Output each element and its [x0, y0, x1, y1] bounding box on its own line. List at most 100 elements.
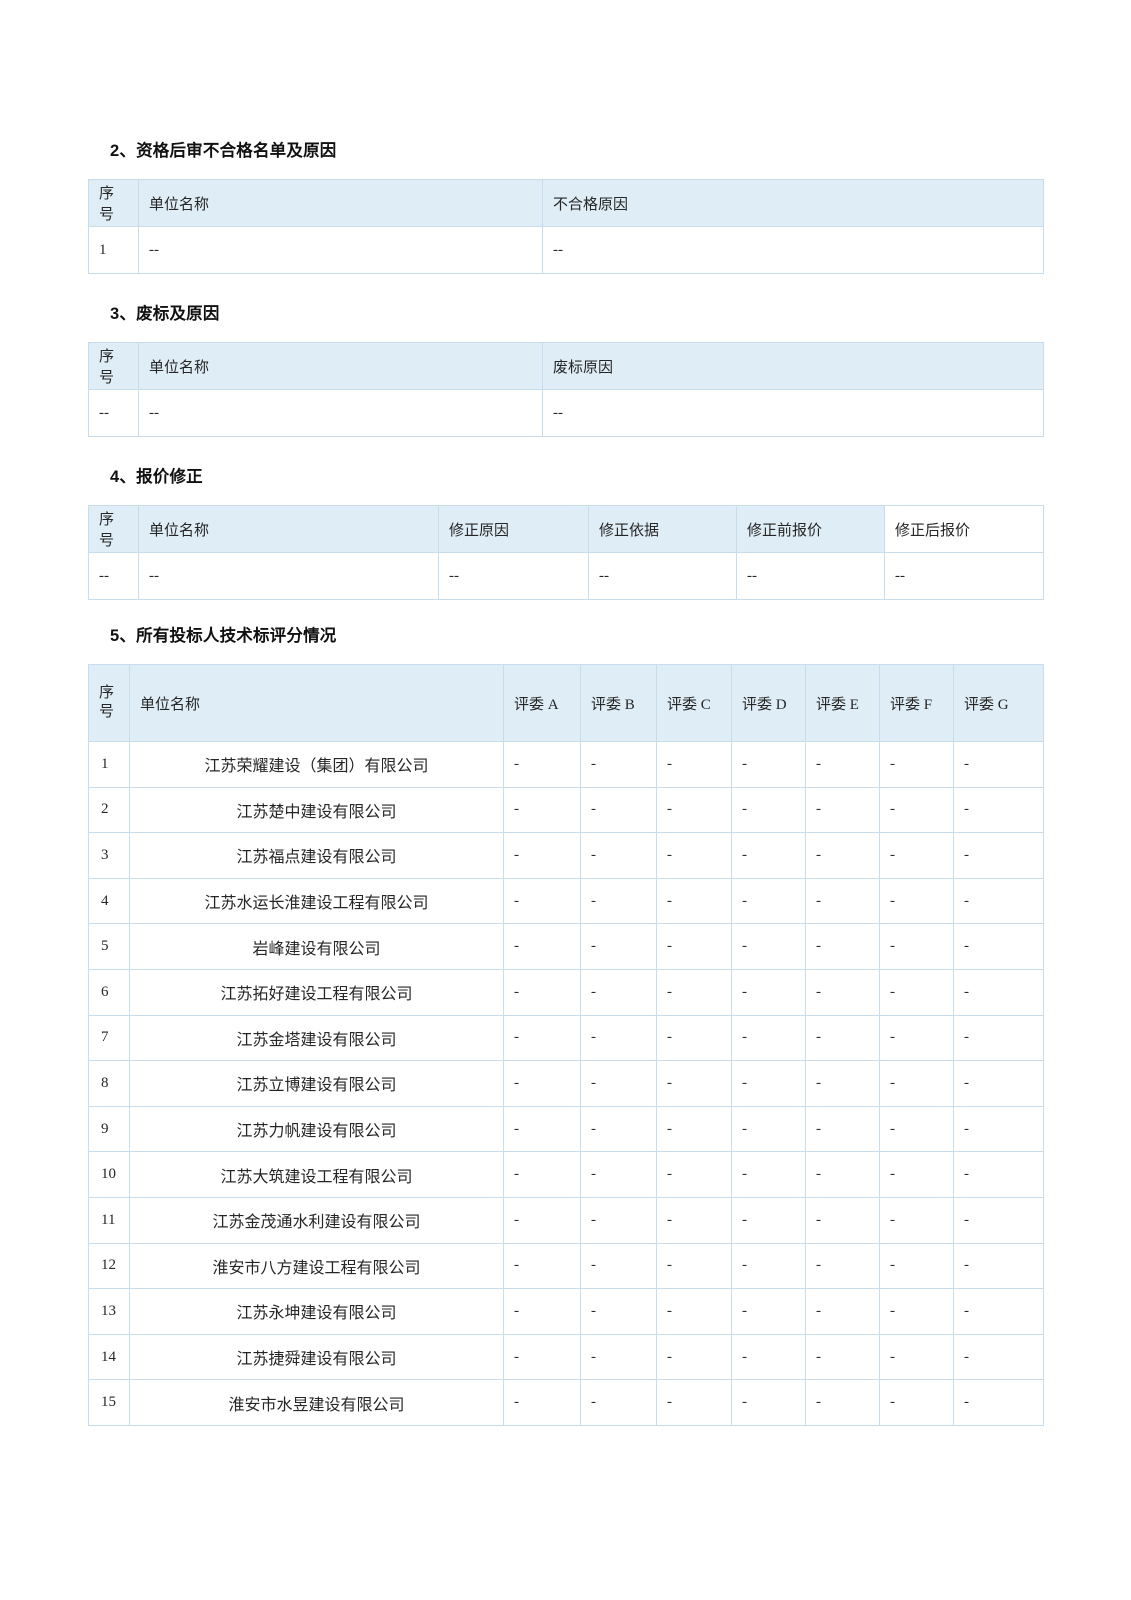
- cell-score-judge-b: -: [580, 741, 657, 788]
- cell-score-judge-e: -: [805, 1288, 880, 1335]
- spacer: [88, 161, 1043, 179]
- cell-score-judge-d: -: [731, 1196, 806, 1244]
- cell-score-judge-a: -: [503, 832, 581, 879]
- cell-score-judge-b: -: [580, 1105, 657, 1153]
- cell-company-name: 江苏金茂通水利建设有限公司: [129, 1196, 504, 1244]
- cell-score-judge-g: -: [953, 1060, 1044, 1107]
- column-header-price-after: 修正后报价: [884, 505, 1044, 553]
- table-row: 13 江苏永坤建设有限公司 - - - - - - -: [88, 1288, 1044, 1335]
- table-technical-scores: 序 号 单位名称 评委 A 评委 B 评委 C 评委 D 评委 E 评委 F 评…: [88, 664, 1044, 1426]
- table-row: 7 江苏金塔建设有限公司 - - - - - - -: [88, 1014, 1044, 1062]
- cell-score-judge-b: -: [580, 1288, 657, 1335]
- cell-score-judge-c: -: [656, 923, 732, 970]
- cell-company-name: 江苏福点建设有限公司: [129, 832, 504, 879]
- cell-score-judge-e: -: [805, 1196, 880, 1244]
- cell-score-judge-b: -: [580, 1151, 657, 1198]
- column-header-index: 序号: [88, 179, 139, 227]
- cell-score-judge-a: -: [503, 1105, 581, 1153]
- spacer: [88, 324, 1043, 342]
- cell-score-judge-d: -: [731, 1060, 806, 1107]
- cell-score-judge-e: -: [805, 1333, 880, 1381]
- column-header-index: 序号: [88, 505, 139, 553]
- cell-score-judge-f: -: [879, 832, 954, 879]
- cell-score-judge-d: -: [731, 923, 806, 970]
- table-row: 6 江苏拓好建设工程有限公司 - - - - - - -: [88, 968, 1044, 1016]
- cell-score-judge-e: -: [805, 1014, 880, 1062]
- cell-score-judge-g: -: [953, 741, 1044, 788]
- column-header-name: 单位名称: [129, 664, 504, 742]
- column-header-reason: 不合格原因: [542, 179, 1044, 227]
- spacer: [88, 600, 1043, 622]
- cell-score-judge-b: -: [580, 923, 657, 970]
- section-heading-4: 4、报价修正: [110, 468, 203, 486]
- cell-score-judge-a: -: [503, 968, 581, 1016]
- cell-score-judge-a: -: [503, 1242, 581, 1290]
- cell-price-after: --: [884, 552, 1044, 600]
- cell-company-name: 江苏捷舜建设有限公司: [129, 1333, 504, 1381]
- cell-score-judge-f: -: [879, 1379, 954, 1426]
- cell-index: 5: [88, 923, 130, 970]
- table-row: 3 江苏福点建设有限公司 - - - - - - -: [88, 832, 1044, 879]
- cell-company-name: 江苏大筑建设工程有限公司: [129, 1151, 504, 1198]
- cell-index: 9: [88, 1105, 130, 1153]
- table-header-row: 序号 单位名称 废标原因: [88, 342, 1044, 390]
- cell-score-judge-f: -: [879, 1060, 954, 1107]
- column-header-index: 序 号: [88, 664, 130, 742]
- cell-score-judge-f: -: [879, 1196, 954, 1244]
- cell-score-judge-c: -: [656, 877, 732, 925]
- table-row: 4 江苏水运长淮建设工程有限公司 - - - - - - -: [88, 877, 1044, 925]
- index-header-line-2: 号: [99, 704, 115, 720]
- cell-score-judge-c: -: [656, 1288, 732, 1335]
- cell-score-judge-g: -: [953, 1288, 1044, 1335]
- cell-score-judge-b: -: [580, 1014, 657, 1062]
- spacer: [88, 487, 1043, 505]
- table-row: 9 江苏力帆建设有限公司 - - - - - - -: [88, 1105, 1044, 1153]
- cell-score-judge-a: -: [503, 1196, 581, 1244]
- cell-score-judge-g: -: [953, 1379, 1044, 1426]
- column-header-basis: 修正依据: [588, 505, 737, 553]
- table-row: 1 -- --: [88, 226, 1044, 274]
- cell-score-judge-e: -: [805, 877, 880, 925]
- cell-score-judge-d: -: [731, 1151, 806, 1198]
- cell-index: 2: [88, 786, 130, 834]
- cell-score-judge-d: -: [731, 832, 806, 879]
- cell-score-judge-d: -: [731, 1014, 806, 1062]
- cell-index: 3: [88, 832, 130, 879]
- cell-score-judge-a: -: [503, 1151, 581, 1198]
- spacer: [88, 646, 1043, 664]
- cell-score-judge-d: -: [731, 877, 806, 925]
- cell-index: 7: [88, 1014, 130, 1062]
- cell-score-judge-e: -: [805, 1060, 880, 1107]
- cell-index: 1: [88, 741, 130, 788]
- cell-score-judge-f: -: [879, 1105, 954, 1153]
- cell-score-judge-a: -: [503, 1060, 581, 1107]
- cell-company-name: 江苏立博建设有限公司: [129, 1060, 504, 1107]
- cell-score-judge-b: -: [580, 1060, 657, 1107]
- column-header-judge-e: 评委 E: [805, 664, 880, 742]
- top-margin: [88, 0, 1043, 137]
- cell-score-judge-g: -: [953, 1014, 1044, 1062]
- cell-basis: --: [588, 552, 737, 600]
- table-row: 8 江苏立博建设有限公司 - - - - - - -: [88, 1060, 1044, 1107]
- cell-score-judge-e: -: [805, 1105, 880, 1153]
- cell-score-judge-e: -: [805, 1151, 880, 1198]
- cell-score-judge-f: -: [879, 968, 954, 1016]
- cell-score-judge-g: -: [953, 877, 1044, 925]
- table-row: 12 淮安市八方建设工程有限公司 - - - - - - -: [88, 1242, 1044, 1290]
- cell-score-judge-g: -: [953, 1242, 1044, 1290]
- cell-score-judge-b: -: [580, 1242, 657, 1290]
- cell-score-judge-f: -: [879, 1333, 954, 1381]
- table-row: 15 淮安市水昱建设有限公司 - - - - - - -: [88, 1379, 1044, 1426]
- cell-score-judge-d: -: [731, 1288, 806, 1335]
- column-header-judge-c: 评委 C: [656, 664, 732, 742]
- cell-score-judge-g: -: [953, 923, 1044, 970]
- cell-index: --: [88, 552, 139, 600]
- column-header-judge-a: 评委 A: [503, 664, 581, 742]
- table-header-row: 序号 单位名称 修正原因 修正依据 修正前报价 修正后报价: [88, 505, 1044, 553]
- cell-score-judge-d: -: [731, 741, 806, 788]
- cell-score-judge-g: -: [953, 1196, 1044, 1244]
- cell-company-name: 江苏水运长淮建设工程有限公司: [129, 877, 504, 925]
- table-header-row: 序号 单位名称 不合格原因: [88, 179, 1044, 227]
- table-bid-rejection: 序号 单位名称 废标原因 -- -- --: [88, 342, 1044, 437]
